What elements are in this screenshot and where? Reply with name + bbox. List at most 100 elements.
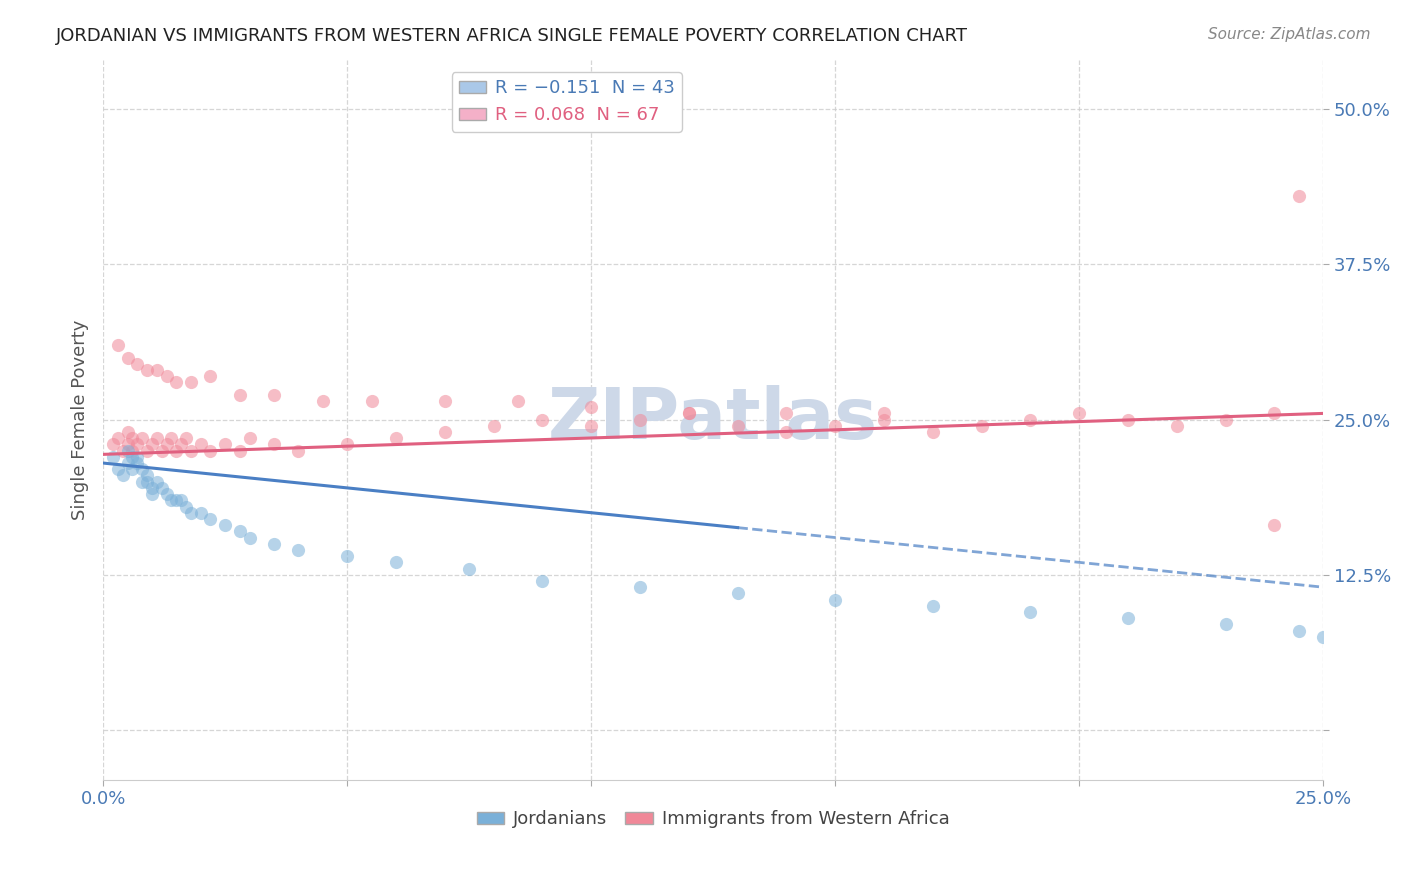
Point [136,468,159,483]
Point [263,388,285,402]
Point [127,437,149,451]
Point [136,443,159,458]
Point [1019,412,1042,426]
Point [433,425,456,439]
Point [146,363,169,377]
Point [117,351,139,365]
Point [579,418,602,433]
Point [160,493,183,508]
Point [170,437,193,451]
Point [180,506,202,520]
Point [678,406,700,420]
Point [628,412,651,426]
Point [155,369,177,384]
Point [165,376,187,390]
Point [1116,412,1139,426]
Point [1288,189,1310,203]
Point [312,394,335,409]
Point [101,437,124,451]
Point [970,418,993,433]
Point [121,443,143,458]
Point [1215,617,1237,632]
Point [180,376,202,390]
Point [121,450,143,464]
Point [229,443,252,458]
Point [506,394,529,409]
Point [1019,605,1042,619]
Point [1215,412,1237,426]
Point [287,543,309,558]
Point [1312,630,1334,644]
Point [117,456,139,470]
Point [160,431,183,445]
Point [101,450,124,464]
Text: ZIPatlas: ZIPatlas [548,385,879,454]
Point [921,425,943,439]
Point [229,388,252,402]
Point [136,363,159,377]
Point [200,443,222,458]
Legend: Jordanians, Immigrants from Western Africa: Jordanians, Immigrants from Western Afri… [470,803,956,836]
Point [127,357,149,371]
Point [214,518,236,533]
Point [360,394,382,409]
Point [873,406,896,420]
Point [531,574,554,588]
Point [824,592,846,607]
Point [921,599,943,613]
Point [727,586,749,600]
Point [155,487,177,501]
Point [117,443,139,458]
Point [127,456,149,470]
Point [200,369,222,384]
Point [121,462,143,476]
Point [131,475,153,489]
Point [117,425,139,439]
Point [385,555,408,569]
Point [107,431,129,445]
Point [131,431,153,445]
Point [263,437,285,451]
Point [174,500,197,514]
Point [1288,624,1310,638]
Y-axis label: Single Female Poverty: Single Female Poverty [72,319,89,520]
Point [824,418,846,433]
Point [458,561,481,575]
Point [165,493,187,508]
Point [190,437,212,451]
Point [775,406,797,420]
Point [628,580,651,594]
Point [174,431,197,445]
Point [1116,611,1139,625]
Point [579,400,602,414]
Point [200,512,222,526]
Point [107,462,129,476]
Point [146,431,169,445]
Point [1263,406,1285,420]
Point [165,443,187,458]
Point [155,437,177,451]
Point [727,418,749,433]
Point [287,443,309,458]
Point [1166,418,1188,433]
Point [170,493,193,508]
Point [873,412,896,426]
Point [131,462,153,476]
Point [775,425,797,439]
Point [136,475,159,489]
Point [214,437,236,451]
Point [238,431,260,445]
Point [385,431,408,445]
Point [146,475,169,489]
Point [190,506,212,520]
Point [107,338,129,352]
Point [1069,406,1091,420]
Point [180,443,202,458]
Point [117,437,139,451]
Point [229,524,252,539]
Point [678,406,700,420]
Point [111,468,134,483]
Point [121,431,143,445]
Point [141,487,163,501]
Point [336,549,359,563]
